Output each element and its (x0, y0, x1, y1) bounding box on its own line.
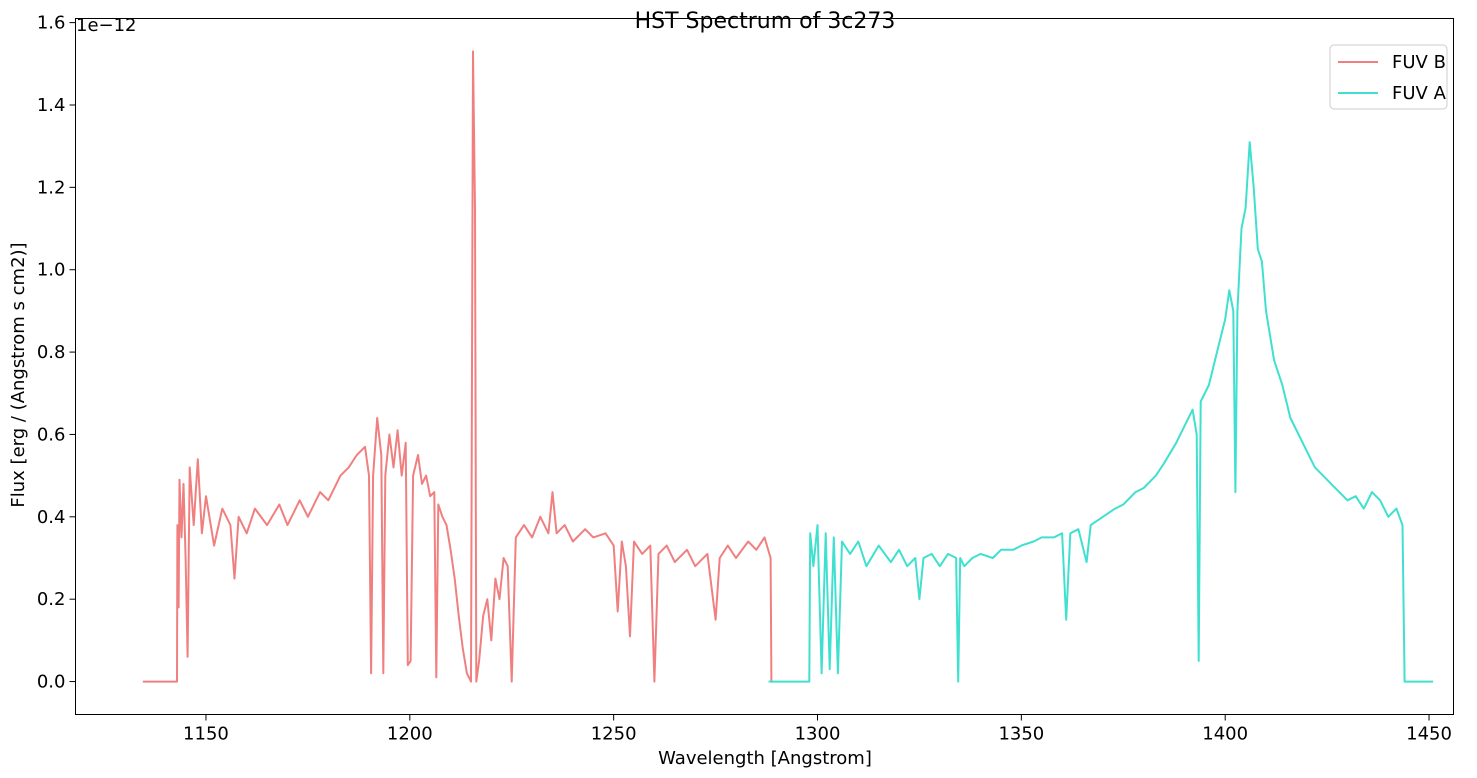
legend-label: FUV B (1392, 52, 1446, 73)
x-tick-label: 1450 (1406, 724, 1452, 745)
y-tick-label: 1.0 (37, 260, 66, 281)
chart-title: HST Spectrum of 3c273 (635, 9, 896, 34)
x-tick-label: 1200 (387, 724, 433, 745)
x-tick-label: 1150 (183, 724, 229, 745)
x-axis: 1150 1200 1250 1300 1350 1400 1450 (183, 714, 1452, 745)
plot-frame (75, 18, 1454, 715)
y-tick-label: 0.6 (37, 424, 66, 445)
y-axis: 0.0 0.2 0.4 0.6 0.8 1.0 1.2 1.4 1.6 (37, 13, 76, 693)
y-tick-label: 0.2 (37, 589, 66, 610)
x-tick-label: 1400 (1202, 724, 1248, 745)
y-tick-label: 0.0 (37, 672, 66, 693)
legend: FUV B FUV A (1329, 44, 1448, 110)
y-tick-label: 1.6 (37, 13, 66, 34)
y-tick-label: 1.4 (37, 95, 66, 116)
y-tick-label: 0.4 (37, 507, 66, 528)
series-line-2 (768, 141, 1434, 683)
series-layer (142, 50, 1434, 683)
x-axis-label: Wavelength [Angstrom] (658, 748, 872, 769)
series-line-1 (142, 50, 773, 683)
legend-label: FUV A (1392, 83, 1447, 104)
y-offset-label: 1e−12 (76, 15, 137, 36)
x-tick-label: 1250 (591, 724, 637, 745)
y-tick-label: 0.8 (37, 342, 66, 363)
x-tick-label: 1350 (998, 724, 1044, 745)
x-tick-label: 1300 (795, 724, 841, 745)
y-tick-label: 1.2 (37, 177, 66, 198)
y-axis-label: Flux [erg / (Angstrom s cm2)] (8, 242, 29, 507)
